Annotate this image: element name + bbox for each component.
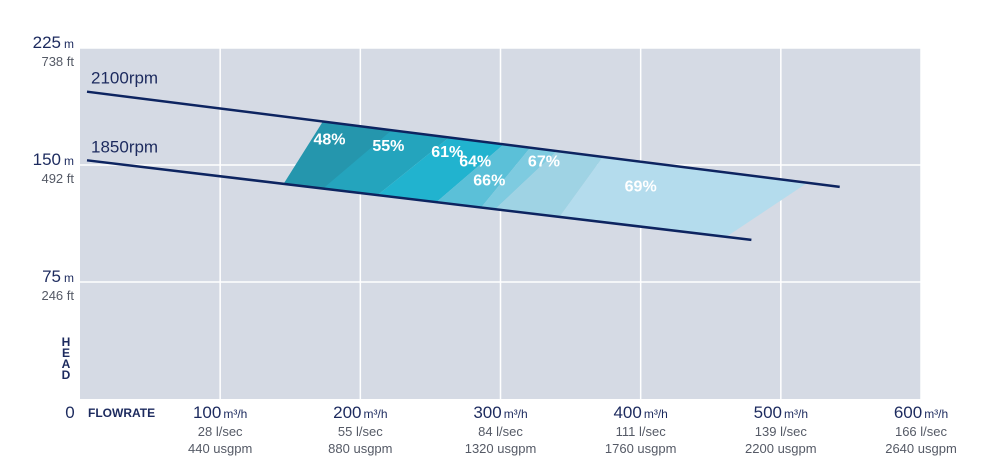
- grid-lines: [80, 47, 922, 399]
- y-tick-ft-label: 492 ft: [41, 171, 74, 186]
- x-tick-sublabel: 84 l/sec: [478, 424, 523, 439]
- x-tick-sublabel: 1760 usgpm: [605, 441, 677, 456]
- x-tick-sublabel: 1320 usgpm: [465, 441, 537, 456]
- efficiency-zones: 48% 55% 61%64%66% 67% 69%: [283, 122, 808, 237]
- x-tick-sublabel: 28 l/sec: [198, 424, 243, 439]
- y-axis-labels: 225 m 738 ft 150 m 492 ft 75 m 246 ft: [33, 33, 75, 303]
- efficiency-label: 61%: [431, 144, 463, 161]
- x-axis-labels: 100 m³/h 28 l/sec 440 usgpm 200 m³/h 55 l/sec 8…: [188, 403, 957, 456]
- x-tick-sublabel: 111 l/sec: [616, 424, 667, 439]
- rpm-curve-line: [86, 90, 840, 189]
- y-tick-ft-label: 246 ft: [41, 288, 74, 303]
- efficiency-label: 69%: [625, 179, 657, 196]
- x-tick-sublabel: 440 usgpm: [188, 441, 252, 456]
- efficiency-zone: [494, 151, 603, 218]
- efficiency-zone: [559, 157, 808, 237]
- efficiency-label: 48%: [313, 132, 345, 149]
- efficiency-label: 55%: [372, 138, 404, 155]
- efficiency-zone: [322, 130, 449, 196]
- y-tick-label: 150 m: [33, 150, 74, 169]
- x-tick-sublabel: 55 l/sec: [338, 424, 383, 439]
- x-tick-sublabel: 2640 usgpm: [885, 441, 957, 456]
- efficiency-zone: [377, 137, 504, 203]
- origin-label: 0: [65, 403, 74, 422]
- efficiency-label: 64%: [459, 154, 491, 171]
- efficiency-label: 67%: [528, 154, 560, 171]
- y-tick-label: 225 m: [33, 33, 74, 52]
- x-tick-sublabel: 139 l/sec: [755, 424, 808, 439]
- x-tick-label: 100 m³/h: [193, 403, 247, 422]
- x-tick-label: 200 m³/h: [333, 403, 387, 422]
- efficiency-zone: [480, 148, 557, 210]
- y-tick-ft-label: 738 ft: [41, 54, 74, 69]
- rpm-curve-label: 2100rpm: [91, 69, 158, 88]
- efficiency-zone: [436, 144, 530, 208]
- x-tick-label: 300 m³/h: [473, 403, 527, 422]
- y-tick-label: 75 m: [42, 267, 74, 286]
- x-tick-label: 500 m³/h: [754, 403, 808, 422]
- x-axis-title: FLOWRATE: [88, 406, 155, 420]
- x-tick-sublabel: 2200 usgpm: [745, 441, 817, 456]
- efficiency-label: 66%: [473, 172, 505, 189]
- rpm-curve-line: [86, 159, 752, 242]
- rpm-curve-label: 1850rpm: [91, 137, 158, 156]
- x-tick-label: 600 m³/h: [894, 403, 948, 422]
- x-tick-sublabel: 166 l/sec: [895, 424, 948, 439]
- x-tick-label: 400 m³/h: [613, 403, 667, 422]
- x-tick-sublabel: 880 usgpm: [328, 441, 392, 456]
- rpm-curves: 2100rpm 1850rpm: [86, 69, 840, 242]
